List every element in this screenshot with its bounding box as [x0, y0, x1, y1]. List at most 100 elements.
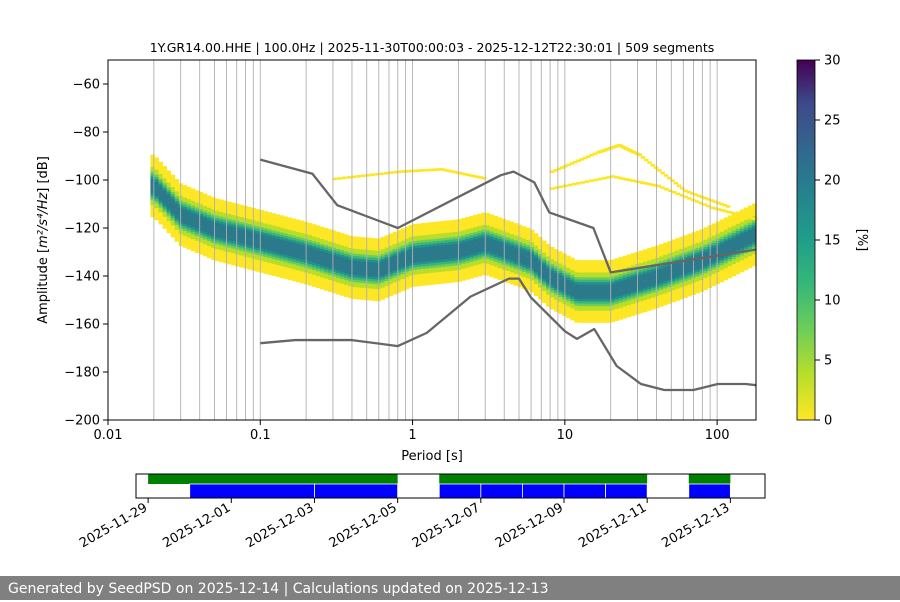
heatmap-cell: [406, 169, 412, 173]
heatmap-cell: [622, 270, 628, 273]
heatmap-cell: [356, 265, 361, 269]
heatmap-cell: [659, 275, 664, 278]
heatmap-cell: [667, 293, 672, 297]
heatmap-cell: [412, 228, 418, 232]
heatmap-cell: [211, 233, 216, 236]
heatmap-cell: [206, 226, 212, 230]
heatmap-cell: [461, 254, 466, 257]
heatmap-cell: [497, 260, 503, 264]
heatmap-cell: [731, 220, 737, 224]
heatmap-cell: [372, 274, 377, 277]
heatmap-cell: [275, 240, 281, 244]
heatmap-cell: [372, 271, 377, 275]
heatmap-cell: [485, 220, 490, 223]
heatmap-cell: [558, 258, 563, 262]
heatmap-cell: [340, 254, 345, 258]
heatmap-cell: [360, 237, 365, 240]
heatmap-cell: [433, 279, 438, 283]
heatmap-cell: [396, 278, 402, 281]
heatmap-cell: [332, 261, 337, 265]
heatmap-cell: [651, 292, 656, 296]
heatmap-cell: [614, 294, 620, 297]
heatmap-cell: [396, 268, 402, 272]
heatmap-cell: [586, 155, 591, 158]
heatmap-cell: [751, 227, 757, 231]
heatmap-cell: [162, 218, 167, 222]
heatmap-cell: [259, 248, 264, 252]
heatmap-cell: [751, 256, 757, 260]
heatmap-cell: [517, 241, 523, 245]
heatmap-cell: [162, 168, 167, 172]
heatmap-cell: [686, 190, 692, 194]
heatmap-cell: [360, 249, 365, 252]
heatmap-cell: [735, 269, 741, 272]
heatmap-cell: [328, 282, 333, 285]
heatmap-cell: [271, 256, 276, 260]
heatmap-cell: [699, 258, 704, 261]
heatmap-cell: [158, 176, 163, 179]
heatmap-cell: [235, 232, 240, 236]
heatmap-cell: [473, 267, 478, 271]
heatmap-cell: [642, 297, 648, 301]
heatmap-cell: [235, 213, 240, 217]
heatmap-cell: [311, 267, 317, 271]
heatmap-cell: [469, 251, 474, 255]
heatmap-cell: [259, 265, 264, 268]
heatmap-cell: [570, 267, 575, 270]
heatmap-cell: [638, 274, 644, 278]
heatmap-cell: [311, 238, 317, 242]
heatmap-cell: [324, 276, 329, 279]
heatmap-cell: [606, 274, 612, 278]
heatmap-cell: [570, 317, 575, 321]
heatmap-cell: [702, 203, 707, 206]
heatmap-cell: [433, 281, 438, 285]
heatmap-cell: [570, 315, 575, 318]
heatmap-cell: [429, 263, 434, 266]
heatmap-cell: [368, 266, 373, 270]
heatmap-cell: [433, 221, 438, 225]
heatmap-cell: [311, 255, 317, 259]
heatmap-cell: [190, 229, 196, 233]
heatmap-cell: [384, 290, 390, 294]
heatmap-cell: [315, 266, 321, 269]
heatmap-cell: [558, 294, 563, 298]
heatmap-cell: [723, 248, 729, 252]
heatmap-cell: [311, 265, 317, 268]
heatmap-cell: [299, 225, 305, 229]
heatmap-cell: [642, 309, 648, 313]
heatmap-cell: [424, 265, 430, 269]
heatmap-cell: [223, 260, 228, 264]
heatmap-cell: [614, 272, 620, 276]
heatmap-cell: [521, 252, 527, 256]
heatmap-cell: [727, 241, 733, 245]
heatmap-cell: [356, 272, 361, 276]
heatmap-cell: [663, 256, 668, 260]
heatmap-cell: [235, 210, 240, 214]
heatmap-cell: [529, 260, 535, 264]
heatmap-cell: [683, 295, 688, 298]
heatmap-cell: [445, 232, 450, 236]
heatmap-cell: [150, 185, 155, 189]
chart-title: 1Y.GR14.00.HHE | 100.0Hz | 2025-11-30T00…: [150, 40, 715, 55]
heatmap-cell: [445, 254, 450, 257]
heatmap-cell: [509, 262, 515, 266]
heatmap-cell: [348, 293, 353, 296]
heatmap-cell: [307, 254, 313, 257]
heatmap-cell: [659, 253, 664, 257]
heatmap-cell: [315, 242, 321, 245]
heatmap-cell: [517, 275, 523, 278]
heatmap-cell: [271, 215, 276, 219]
heatmap-cell: [542, 278, 547, 282]
heatmap-cell: [610, 305, 616, 308]
heatmap-cell: [465, 269, 470, 273]
heatmap-cell: [743, 257, 749, 261]
heatmap-cell: [307, 244, 313, 248]
heatmap-cell: [384, 242, 390, 246]
heatmap-cell: [150, 164, 155, 167]
heatmap-cell: [263, 218, 268, 222]
heatmap-cell: [614, 318, 620, 321]
heatmap-cell: [647, 281, 652, 285]
heatmap-cell: [582, 260, 587, 263]
heatmap-cell: [255, 230, 260, 234]
heatmap-cell: [590, 293, 595, 297]
